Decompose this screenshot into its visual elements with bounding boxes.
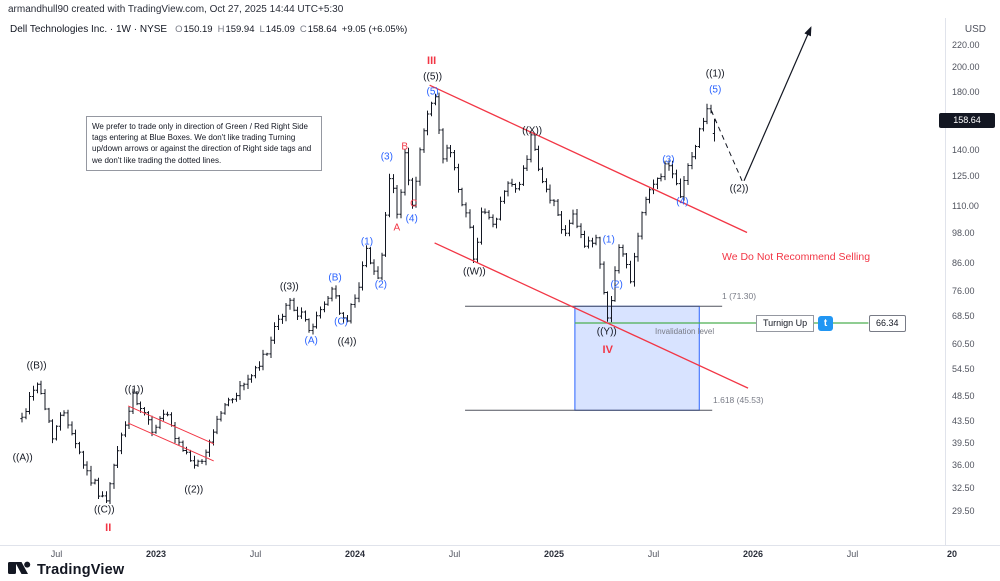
price-tick: 110.00 (952, 200, 979, 211)
price-tick: 86.00 (952, 257, 975, 268)
time-tick: Jul (647, 549, 660, 559)
time-tick: Jul (448, 549, 461, 559)
red-trendlines[interactable] (127, 84, 749, 462)
time-tick: 2024 (344, 549, 366, 559)
legend-close: C158.64 (299, 24, 337, 35)
price-target-label[interactable]: 66.34 (869, 314, 906, 332)
price-tick: 48.50 (952, 390, 975, 401)
time-axis-divider (0, 545, 1000, 546)
time-tick: 2025 (543, 549, 565, 559)
symbol-title[interactable]: Dell Technologies Inc. · 1W · NYSE (10, 24, 168, 35)
time-tick: 2023 (145, 549, 167, 559)
price-tick: 180.00 (952, 86, 980, 97)
price-tick: 200.00 (952, 62, 980, 73)
tradingview-brand: TradingView (37, 561, 125, 578)
tradingview-footer[interactable]: TradingView (8, 558, 124, 581)
price-tick: 29.50 (952, 505, 975, 516)
bearish-trendline-upper (429, 84, 748, 234)
price-tick: 68.50 (952, 310, 975, 321)
legend-open: O150.19 (175, 24, 213, 35)
blue-box-target-zone[interactable] (574, 305, 700, 411)
note-annotation[interactable]: We prefer to trade only in direction of … (86, 116, 322, 171)
projection-lines[interactable] (710, 26, 812, 182)
rally-projection-arrow (743, 26, 812, 182)
price-tick: 140.00 (952, 144, 980, 155)
price-axis-divider (945, 18, 946, 545)
last-price-badge: 158.64 (939, 113, 995, 129)
tradingview-logo-icon (8, 558, 31, 581)
price-axis[interactable]: 220.00 200.00 180.00 140.00 125.00 110.00 98.0… (946, 18, 1000, 545)
ohlc-readout: O150.19 H159.94 L145.09 C158.64 +9.05 (+… (175, 24, 407, 35)
legend-change: +9.05 (+6.05%) (341, 24, 408, 35)
price-tick: 220.00 (952, 39, 980, 50)
price-tick: 125.00 (952, 171, 980, 182)
price-tick: 98.00 (952, 227, 975, 238)
legend-high: H159.94 (217, 24, 255, 35)
wave-two-channel-upper (127, 405, 214, 445)
price-tick: 54.50 (952, 363, 975, 374)
dashed-pullback-line (710, 110, 743, 181)
time-tick: 2026 (742, 549, 764, 559)
no-sell-annotation[interactable]: We Do Not Recommend Selling (722, 251, 871, 263)
time-axis[interactable]: Jul 2023 Jul 2024 Jul 2025 Jul 2026 Jul 20 (0, 547, 1000, 561)
invalidation-level-label: Invalidation level (655, 327, 715, 336)
symbol-legend[interactable]: Dell Technologies Inc. · 1W · NYSE O150.… (10, 24, 407, 35)
note-text: We prefer to trade only in direction of … (92, 122, 312, 165)
fib-level-lines[interactable] (465, 305, 723, 411)
fib-level-label-1: 1 (71.30) (722, 291, 757, 302)
currency-label: USD (964, 24, 986, 35)
t-logo-badge: t (818, 315, 833, 331)
time-tick: 20 (946, 549, 958, 559)
bearish-trendline-lower (434, 242, 749, 389)
time-tick: Jul (50, 549, 63, 559)
time-tick: Jul (846, 549, 859, 559)
time-tick: Jul (249, 549, 262, 559)
legend-low: L145.09 (259, 24, 295, 35)
turning-up-tag[interactable]: Turnign Up (756, 314, 815, 332)
price-tick: 43.50 (952, 415, 975, 426)
price-tick: 39.50 (952, 438, 975, 449)
price-tick: 36.00 (952, 459, 975, 470)
price-tick: 60.50 (952, 339, 975, 350)
wave-two-channel-lower (127, 422, 214, 462)
ohlc-bars (20, 92, 717, 504)
price-tick: 76.00 (952, 286, 975, 297)
price-tick: 32.50 (952, 483, 975, 494)
attribution-text: armandhull90 created with TradingView.co… (8, 4, 344, 15)
fib-level-label-1618: 1.618 (45.53) (713, 395, 764, 406)
